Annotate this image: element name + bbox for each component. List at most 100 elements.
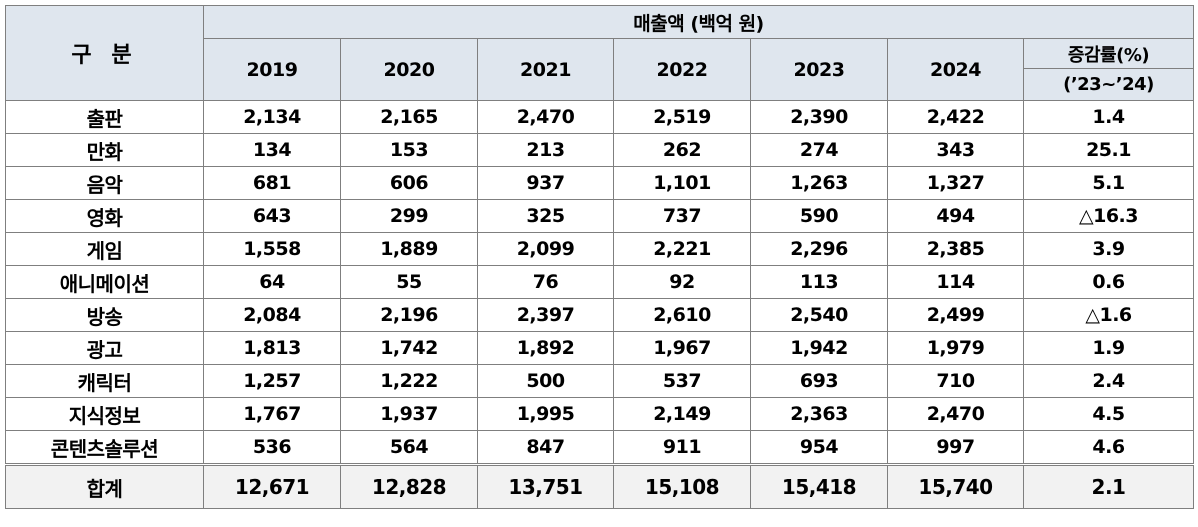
- cell: 1,889: [340, 232, 478, 266]
- cell: 2,165: [340, 100, 478, 134]
- cell: 2,519: [613, 100, 751, 134]
- header-year: 2020: [340, 38, 478, 101]
- cell: 1,767: [203, 397, 341, 431]
- cell: 274: [750, 133, 888, 167]
- cell: 536: [203, 430, 341, 465]
- cell: 954: [750, 430, 888, 465]
- cell: 2,296: [750, 232, 888, 266]
- table-row: 게임 1,558 1,889 2,099 2,221 2,296 2,385 3.9: [5, 232, 1195, 266]
- cell: 0.6: [1022, 265, 1195, 299]
- table-row: 지식정보 1,767 1,937 1,995 2,149 2,363 2,470 4.5: [5, 397, 1195, 431]
- row-label: 음악: [5, 166, 204, 200]
- cell: 1,101: [613, 166, 751, 200]
- cell: 2,397: [477, 298, 614, 332]
- cell: 2,149: [613, 397, 751, 431]
- cell: 25.1: [1022, 133, 1195, 167]
- table-row: 만화 134 153 213 262 274 343 25.1: [5, 133, 1195, 167]
- cell: 76: [477, 265, 614, 299]
- table-header: 구 분 매출액 (백억 원) 2019 2020 2021 2022 2023 2024 증…: [5, 5, 1195, 101]
- cell: 325: [477, 199, 614, 233]
- cell: 1,942: [750, 331, 888, 365]
- cell: 2,499: [887, 298, 1024, 332]
- cell: 590: [750, 199, 888, 233]
- cell: 1.9: [1022, 331, 1195, 365]
- cell: 2,196: [340, 298, 478, 332]
- cell: 2,610: [613, 298, 751, 332]
- cell: 1,327: [887, 166, 1024, 200]
- cell: 564: [340, 430, 478, 465]
- header-period: (’23~’24): [1022, 68, 1195, 101]
- row-label: 영화: [5, 199, 204, 233]
- cell: 15,740: [887, 463, 1024, 509]
- table-row: 음악 681 606 937 1,101 1,263 1,327 5.1: [5, 166, 1195, 200]
- table-row: 광고 1,813 1,742 1,892 1,967 1,942 1,979 1.9: [5, 331, 1195, 365]
- table-row: 애니메이션 64 55 76 92 113 114 0.6: [5, 265, 1195, 299]
- cell: 92: [613, 265, 751, 299]
- row-label: 출판: [5, 100, 204, 134]
- header-sales: 매출액 (백억 원): [202, 5, 1195, 39]
- cell: 153: [340, 133, 478, 167]
- cell: 13,751: [477, 463, 614, 509]
- cell: 643: [203, 199, 341, 233]
- cell: 4.6: [1022, 430, 1195, 465]
- table-row: 방송 2,084 2,196 2,397 2,610 2,540 2,499 △1.6: [5, 298, 1195, 332]
- cell: 1,742: [340, 331, 478, 365]
- cell: 693: [750, 364, 888, 398]
- cell: 937: [477, 166, 614, 200]
- cell: 737: [613, 199, 751, 233]
- cell: 2,099: [477, 232, 614, 266]
- cell: 997: [887, 430, 1024, 465]
- sales-table: 구 분 매출액 (백억 원) 2019 2020 2021 2022 2023 2024 증…: [5, 5, 1195, 509]
- table-row: 캐릭터 1,257 1,222 500 537 693 710 2.4: [5, 364, 1195, 398]
- header-year: 2021: [477, 38, 614, 101]
- cell: 55: [340, 265, 478, 299]
- cell: 1,257: [203, 364, 341, 398]
- cell: 3.9: [1022, 232, 1195, 266]
- cell: 343: [887, 133, 1024, 167]
- cell: 710: [887, 364, 1024, 398]
- cell: 2,470: [477, 100, 614, 134]
- cell: 911: [613, 430, 751, 465]
- table-row: 출판 2,134 2,165 2,470 2,519 2,390 2,422 1.4: [5, 100, 1195, 134]
- cell: 494: [887, 199, 1024, 233]
- cell: 2,422: [887, 100, 1024, 134]
- cell: 1,558: [203, 232, 341, 266]
- cell: 1,967: [613, 331, 751, 365]
- row-label: 지식정보: [5, 397, 204, 431]
- cell: 12,671: [203, 463, 341, 509]
- cell: 1,995: [477, 397, 614, 431]
- cell: 500: [477, 364, 614, 398]
- cell: 114: [887, 265, 1024, 299]
- row-label: 방송: [5, 298, 204, 332]
- cell: 1,937: [340, 397, 478, 431]
- cell: 1,979: [887, 331, 1024, 365]
- cell: 213: [477, 133, 614, 167]
- cell: 1,892: [477, 331, 614, 365]
- cell: 2,470: [887, 397, 1024, 431]
- cell: 2,221: [613, 232, 751, 266]
- cell: 681: [203, 166, 341, 200]
- header-growth: 증감률(%): [1022, 38, 1195, 69]
- header-year: 2019: [203, 38, 341, 101]
- header-year: 2022: [613, 38, 751, 101]
- cell: 2.4: [1022, 364, 1195, 398]
- row-label: 애니메이션: [5, 265, 204, 299]
- cell: 5.1: [1022, 166, 1195, 200]
- cell: 64: [203, 265, 341, 299]
- cell: 134: [203, 133, 341, 167]
- cell: 1,263: [750, 166, 888, 200]
- table-row: 콘텐츠솔루션 536 564 847 911 954 997 4.6: [5, 430, 1195, 465]
- cell: 15,418: [750, 463, 888, 509]
- cell: 2,540: [750, 298, 888, 332]
- cell: 847: [477, 430, 614, 465]
- cell: 262: [613, 133, 751, 167]
- total-row: 합계 12,671 12,828 13,751 15,108 15,418 15,740 2.…: [5, 463, 1195, 509]
- cell: 606: [340, 166, 478, 200]
- cell: 537: [613, 364, 751, 398]
- row-label: 합계: [5, 463, 204, 509]
- cell: 2,385: [887, 232, 1024, 266]
- cell: 113: [750, 265, 888, 299]
- table-row: 영화 643 299 325 737 590 494 △16.3: [5, 199, 1195, 233]
- cell: 2.1: [1022, 463, 1195, 509]
